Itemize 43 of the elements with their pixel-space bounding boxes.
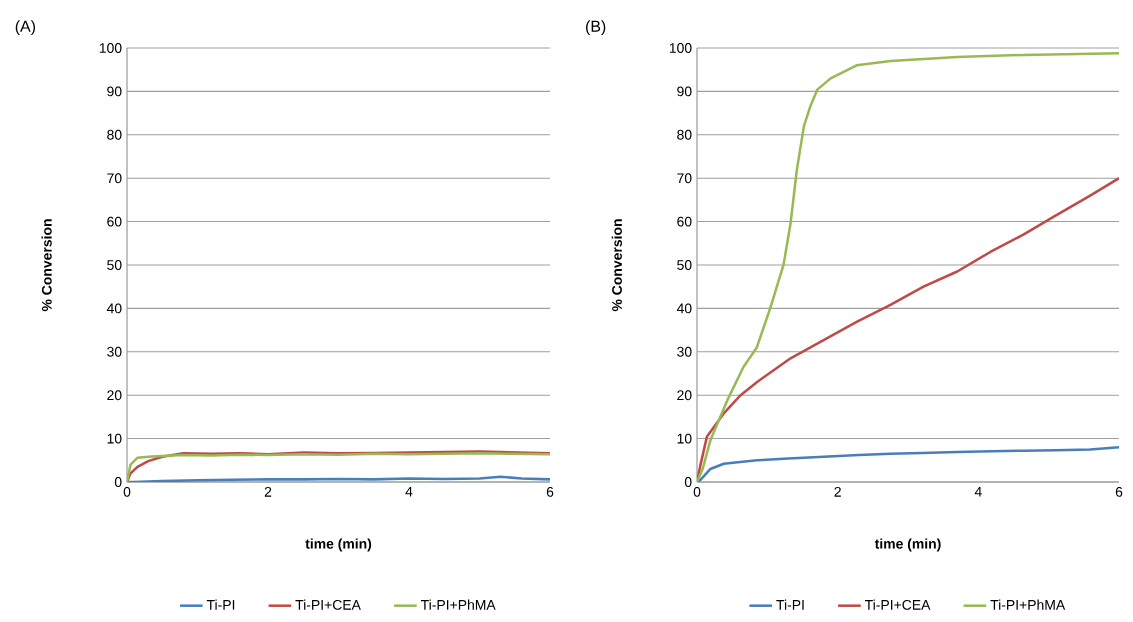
y-tick-label: 40	[106, 303, 122, 314]
x-tick-label: 4	[405, 486, 413, 497]
y-tick-label: 50	[677, 260, 692, 270]
x-tick-label: 4	[974, 486, 982, 497]
y-axis-title: % Conversion	[611, 219, 622, 312]
y-tick-label: 50	[107, 260, 122, 270]
y-tick-label: 40	[676, 303, 692, 314]
y-tick-label: 0	[684, 477, 692, 487]
y-tick-label: 60	[677, 216, 692, 227]
legend-label: Ti-PI+PhMA	[420, 599, 496, 610]
y-tick-label: 10	[677, 433, 692, 444]
x-tick-label: 2	[264, 486, 272, 497]
x-tick-label: 2	[834, 486, 841, 497]
y-tick-label: 100	[669, 43, 692, 53]
y-tick-label: 70	[107, 173, 122, 184]
line-series	[697, 51, 1120, 482]
legend-label: Ti-PI	[206, 599, 235, 610]
chart-title: (A)	[15, 20, 36, 36]
x-axis-title: time (min)	[305, 538, 372, 552]
x-tick-label: 6	[546, 486, 554, 497]
x-tick-label: 6	[1115, 486, 1123, 497]
y-tick-label: 80	[107, 129, 122, 140]
y-tick-label: 90	[677, 86, 692, 97]
legend-label: Ti-PI	[776, 599, 804, 610]
x-axis-title: time (min)	[874, 538, 941, 552]
x-tick-label: 0	[123, 486, 131, 497]
legend-label: Ti-PI+CEA	[864, 599, 931, 610]
y-tick-label: 10	[107, 433, 122, 444]
y-tick-label: 80	[677, 129, 692, 140]
y-tick-label: 60	[107, 216, 122, 227]
x-tick-label: 0	[693, 486, 701, 497]
legend-label: Ti-PI+PhMA	[990, 599, 1066, 610]
y-tick-label: 70	[677, 173, 692, 184]
legend-label: Ti-PI+CEA	[295, 599, 361, 610]
y-tick-label: 0	[114, 477, 122, 487]
y-tick-label: 30	[107, 346, 122, 357]
y-tick-label: 90	[107, 86, 122, 97]
chart-title: (B)	[586, 20, 606, 36]
y-tick-label: 20	[677, 390, 692, 401]
y-axis-title: % Conversion	[41, 219, 52, 312]
y-tick-label: 100	[99, 43, 122, 53]
y-tick-label: 20	[107, 390, 122, 401]
y-tick-label: 30	[677, 346, 692, 357]
